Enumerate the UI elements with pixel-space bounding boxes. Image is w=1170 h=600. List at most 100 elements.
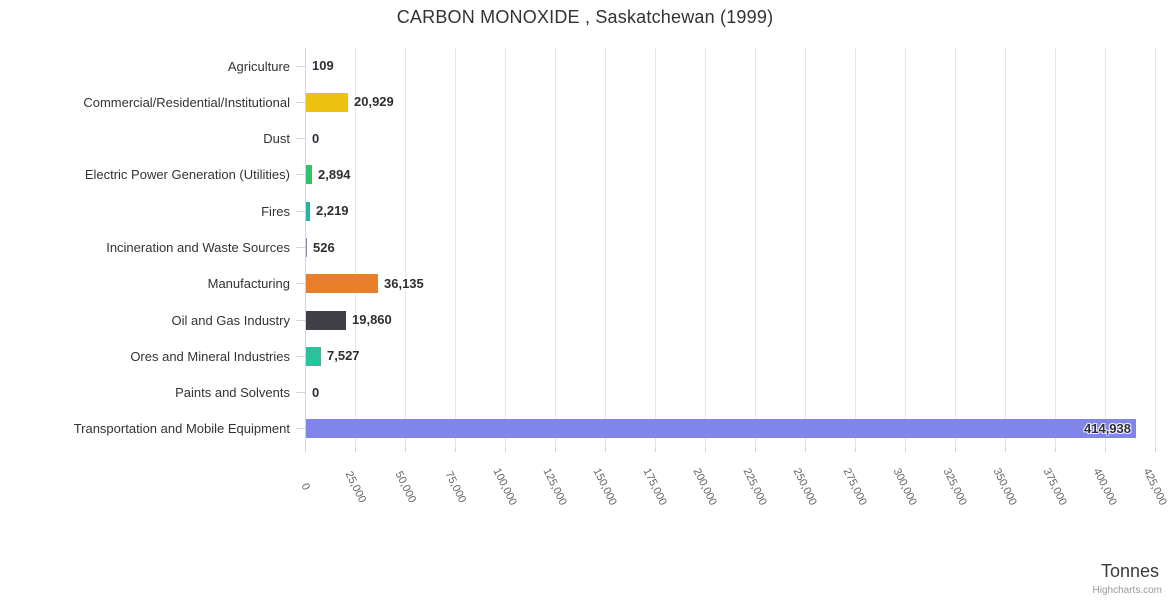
y-axis-tick <box>296 101 305 103</box>
y-axis-tick <box>296 392 305 394</box>
x-axis-label: 425,000 <box>1140 466 1170 508</box>
value-label-dust: 0 <box>312 130 320 146</box>
gridline <box>405 48 406 447</box>
x-axis-tick <box>1105 447 1106 452</box>
category-label-incineration-and-waste-sources: Incineration and Waste Sources <box>106 239 290 255</box>
gridline <box>355 48 356 447</box>
bar-incineration-and-waste-sources[interactable] <box>306 238 307 257</box>
category-label-transportation-and-mobile-equipment: Transportation and Mobile Equipment <box>73 421 290 437</box>
chart-title: CARBON MONOXIDE , Saskatchewan (1999) <box>396 7 774 27</box>
gridline <box>1055 48 1056 447</box>
y-axis-tick <box>296 247 305 248</box>
gridline <box>955 48 956 447</box>
x-axis-label: 25,000 <box>342 469 368 505</box>
x-axis-title: Tonnes <box>1100 561 1159 581</box>
x-axis-label: 350,000 <box>990 466 1020 508</box>
value-label-electric-power-generation-utilities: 2,894 <box>318 166 351 182</box>
x-axis-label: 0 <box>298 481 312 493</box>
gridline <box>1155 48 1156 447</box>
category-label-paints-and-solvents: Paints and Solvents <box>175 385 290 401</box>
highcharts-credit-link[interactable]: Highcharts.com <box>1092 585 1162 596</box>
bar-manufacturing[interactable] <box>306 274 378 294</box>
x-axis-tick <box>755 447 756 452</box>
x-axis-label: 275,000 <box>840 466 870 508</box>
x-axis-tick <box>605 447 606 452</box>
x-axis-tick <box>1005 447 1006 452</box>
y-axis-line <box>305 48 306 447</box>
gridline <box>555 48 556 447</box>
x-axis-tick <box>805 447 806 452</box>
x-axis-label: 100,000 <box>490 466 520 508</box>
bar-electric-power-generation-utilities[interactable] <box>306 165 312 185</box>
x-axis-label: 75,000 <box>442 469 468 505</box>
category-label-electric-power-generation-utilities: Electric Power Generation (Utilities) <box>84 167 290 183</box>
x-axis-label: 50,000 <box>392 469 418 505</box>
gridline <box>805 48 806 447</box>
x-axis-tick <box>555 447 556 452</box>
x-axis-label: 325,000 <box>940 466 970 508</box>
value-label-paints-and-solvents: 0 <box>312 384 320 400</box>
x-axis-label: 175,000 <box>640 466 670 508</box>
y-axis-tick <box>296 355 305 357</box>
gridline <box>855 48 856 447</box>
y-axis-tick <box>296 319 305 321</box>
gridline <box>455 48 456 447</box>
value-label-oil-and-gas-industry: 19,860 <box>352 312 392 328</box>
x-axis-tick <box>455 447 456 452</box>
x-axis-tick <box>355 447 356 452</box>
x-axis-label: 125,000 <box>540 466 570 508</box>
value-label-fires: 2,219 <box>316 203 349 219</box>
gridline <box>655 48 656 447</box>
y-axis-tick <box>296 65 305 67</box>
x-axis-tick <box>305 447 306 452</box>
gridline <box>755 48 756 447</box>
bar-transportation-and-mobile-equipment[interactable] <box>306 419 1136 439</box>
x-axis-tick <box>655 447 656 452</box>
value-label-transportation-and-mobile-equipment: 414,938 <box>1084 420 1131 436</box>
x-axis-label: 150,000 <box>590 466 620 508</box>
x-axis-tick <box>855 447 856 452</box>
y-axis-tick <box>296 283 305 285</box>
x-axis-label: 225,000 <box>740 466 770 508</box>
x-axis-tick <box>1155 447 1156 452</box>
x-axis-label: 300,000 <box>890 466 920 508</box>
x-axis-tick <box>405 447 406 452</box>
category-label-ores-and-mineral-industries: Ores and Mineral Industries <box>130 348 290 364</box>
gridline <box>905 48 906 447</box>
y-axis-tick <box>296 428 305 430</box>
category-label-oil-and-gas-industry: Oil and Gas Industry <box>171 312 291 328</box>
x-axis-label: 200,000 <box>690 466 720 508</box>
value-label-commercial-residential-institutional: 20,929 <box>354 94 394 110</box>
value-label-ores-and-mineral-industries: 7,527 <box>327 348 360 364</box>
y-axis-tick <box>296 210 305 212</box>
gridline <box>705 48 706 447</box>
bar-commercial-residential-institutional[interactable] <box>306 92 348 112</box>
category-label-dust: Dust <box>263 131 290 147</box>
x-axis-tick <box>955 447 956 452</box>
gridline <box>605 48 606 447</box>
x-axis-label: 400,000 <box>1090 466 1120 508</box>
bar-ores-and-mineral-industries[interactable] <box>306 346 321 366</box>
y-axis-tick <box>296 138 305 140</box>
y-axis-tick <box>296 174 305 176</box>
gridline <box>1005 48 1006 447</box>
x-axis-tick <box>505 447 506 452</box>
plot-area <box>305 48 1156 447</box>
gridline <box>1105 48 1106 447</box>
x-axis-tick <box>1055 447 1056 452</box>
bar-fires[interactable] <box>306 201 310 221</box>
category-label-fires: Fires <box>261 203 290 219</box>
category-label-manufacturing: Manufacturing <box>207 276 290 292</box>
value-label-manufacturing: 36,135 <box>384 275 424 291</box>
category-label-agriculture: Agriculture <box>227 58 290 74</box>
x-axis-label: 250,000 <box>790 466 820 508</box>
x-axis-tick <box>705 447 706 452</box>
x-axis-label: 375,000 <box>1040 466 1070 508</box>
bar-oil-and-gas-industry[interactable] <box>306 310 346 330</box>
value-label-incineration-and-waste-sources: 526 <box>313 239 335 255</box>
x-axis-tick <box>905 447 906 452</box>
category-label-commercial-residential-institutional: Commercial/Residential/Institutional <box>83 94 290 110</box>
value-label-agriculture: 109 <box>312 58 334 74</box>
gridline <box>505 48 506 447</box>
